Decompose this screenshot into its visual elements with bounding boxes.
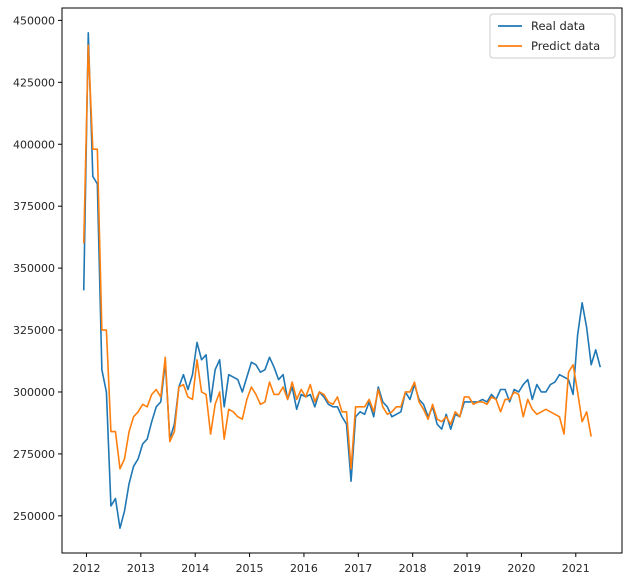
x-tick-label: 2017 <box>344 562 372 575</box>
x-tick-label: 2018 <box>399 562 427 575</box>
y-tick-label: 300000 <box>13 386 55 399</box>
legend: Real data Predict data <box>489 13 616 59</box>
x-tick-label: 2020 <box>507 562 535 575</box>
y-tick-label: 400000 <box>13 138 55 151</box>
legend-label: Real data <box>531 19 585 33</box>
y-tick-label: 425000 <box>13 76 55 89</box>
plot-frame <box>61 7 623 554</box>
y-tick-label: 450000 <box>13 14 55 27</box>
y-tick-label: 275000 <box>13 448 55 461</box>
series-line-predict-data <box>82 44 592 470</box>
x-tick-label: 2015 <box>236 562 264 575</box>
legend-label: Predict data <box>531 39 600 53</box>
x-tick-label: 2012 <box>72 562 100 575</box>
series-layer <box>82 31 602 530</box>
x-tick-label: 2013 <box>127 562 155 575</box>
y-tick-label: 250000 <box>13 510 55 523</box>
x-tick-label: 2016 <box>290 562 318 575</box>
axes-layer: 250000 275000 300000 325000 350000 375000 4000… <box>13 7 623 575</box>
plot-area <box>62 8 622 553</box>
x-tick-label: 2019 <box>453 562 481 575</box>
y-tick-label: 325000 <box>13 324 55 337</box>
y-tick-label: 350000 <box>13 262 55 275</box>
plot-background <box>62 8 622 553</box>
x-tick-label: 2014 <box>181 562 209 575</box>
legend-box <box>489 13 616 59</box>
x-tick-label: 2021 <box>562 562 590 575</box>
y-tick-label: 375000 <box>13 200 55 213</box>
